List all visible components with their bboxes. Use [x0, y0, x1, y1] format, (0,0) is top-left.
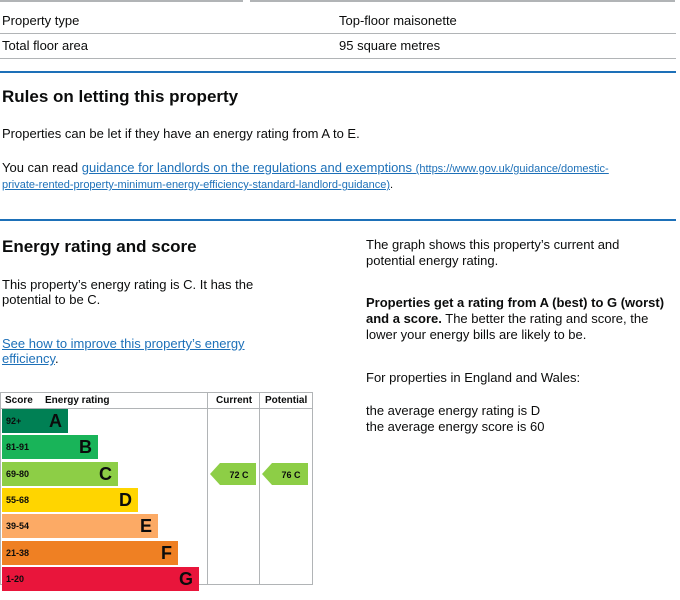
improve-period: .: [55, 351, 59, 366]
current-rating-arrow-label: 72 C: [229, 470, 249, 480]
band-letter: E: [139, 516, 152, 537]
property-type-label: Property type: [2, 13, 80, 28]
average-rating-text: the average energy rating is D: [366, 403, 541, 418]
letting-heading: Rules on letting this property: [2, 87, 239, 106]
energy-rating-chart: Score Energy rating Current Potential 92…: [0, 392, 313, 591]
row-divider: [0, 33, 676, 34]
energy-rating-text-1: This property’s energy rating is C. It h…: [2, 277, 254, 292]
improve-link-line-2: efficiency.: [2, 351, 59, 367]
energy-rating-header: Energy rating: [45, 395, 110, 406]
band-score-range: 55-68: [6, 494, 30, 505]
band-letter: G: [178, 568, 193, 589]
rating-band-b: 81-91 B: [2, 435, 98, 460]
band-letter: F: [161, 542, 172, 563]
improve-efficiency-link[interactable]: See how to improve this property’s energ…: [2, 336, 245, 351]
potential-rating-arrow: 76 C: [262, 462, 308, 485]
letting-guidance-url-line: private-rented-property-minimum-energy-e…: [2, 176, 393, 193]
potential-rating-arrow-label: 76 C: [281, 470, 301, 480]
rating-band-f: 21-38 F: [2, 540, 178, 565]
row-divider: [0, 58, 676, 59]
rating-band-g: 1-20 G: [2, 566, 199, 591]
section-divider: [0, 71, 676, 73]
column-divider: [207, 393, 208, 584]
guidance-url[interactable]: (https://www.gov.uk/guidance/domestic-: [415, 163, 609, 175]
rating-explainer-3: lower your energy bills are likely to be…: [366, 327, 587, 342]
guidance-url-period: .: [390, 179, 394, 191]
improve-efficiency-link-continued[interactable]: efficiency: [2, 351, 55, 366]
graph-explainer-2: potential energy rating.: [366, 253, 499, 268]
section-divider: [0, 219, 676, 221]
band-score-range: 39-54: [6, 521, 30, 532]
rating-explainer-bold-2: and a score.: [366, 311, 442, 326]
band-score-range: 81-91: [6, 442, 30, 453]
guidance-prefix: You can read: [2, 160, 82, 175]
current-rating-arrow: 72 C: [210, 462, 256, 485]
improve-link-line-1: See how to improve this property’s energ…: [2, 336, 245, 352]
table-top-border: [0, 0, 243, 2]
energy-rating-text-2: potential to be C.: [2, 292, 101, 307]
guidance-url-continued[interactable]: private-rented-property-minimum-energy-e…: [2, 179, 391, 191]
rating-explainer-rest: The better the rating and score, the: [441, 311, 649, 326]
potential-header: Potential: [265, 395, 308, 406]
rating-band-d: 55-68 D: [2, 487, 138, 512]
table-top-border: [250, 0, 675, 2]
rating-band-a: 92+ A: [2, 409, 68, 433]
rating-explainer-2: and a score. The better the rating and s…: [366, 311, 648, 327]
guidance-link-text[interactable]: guidance for landlords on the regulation…: [81, 160, 413, 175]
band-letter: B: [79, 437, 92, 458]
graph-explainer-1: The graph shows this property’s current …: [366, 237, 620, 252]
band-score-range: 21-38: [6, 547, 30, 558]
letting-rule-text: Properties can be let if they have an en…: [2, 126, 360, 141]
band-score-range: 92+: [6, 416, 22, 426]
band-score-range: 1-20: [6, 573, 25, 584]
band-letter: D: [119, 489, 132, 510]
column-divider: [259, 393, 260, 584]
property-type-value: Top-floor maisonette: [339, 13, 457, 28]
letting-guidance-text: You can read guidance for landlords on t…: [2, 160, 672, 177]
band-score-range: 69-80: [6, 468, 30, 479]
england-wales-text: For properties in England and Wales:: [366, 370, 581, 385]
header-divider: [1, 408, 312, 409]
band-letter: A: [49, 411, 62, 431]
rating-band-e: 39-54 E: [2, 514, 158, 539]
energy-heading: Energy rating and score: [2, 237, 197, 256]
landlord-guidance-link[interactable]: guidance for landlords on the regulation…: [82, 160, 609, 175]
rating-explainer-bold: Properties get a rating from A (best) to…: [366, 295, 665, 310]
rating-band-c: 69-80 C: [2, 461, 118, 486]
band-letter: C: [99, 463, 112, 484]
average-score-text: the average energy score is 60: [366, 419, 545, 434]
score-header: Score: [5, 395, 33, 406]
current-header: Current: [216, 395, 253, 406]
floor-area-label: Total floor area: [2, 38, 88, 53]
floor-area-value: 95 square metres: [339, 38, 441, 53]
